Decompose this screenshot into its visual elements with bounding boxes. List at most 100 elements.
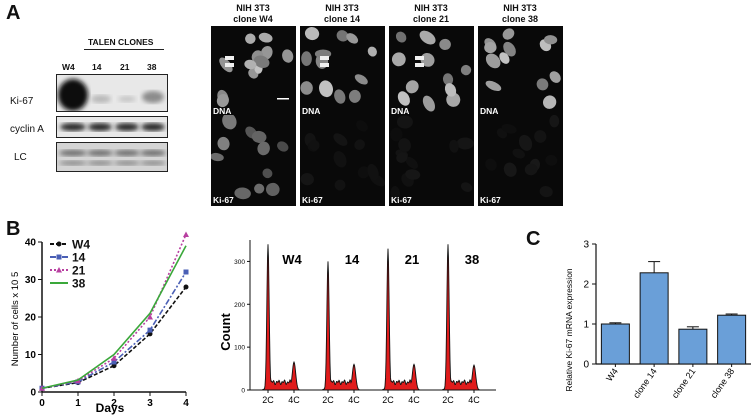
bar-category-label: W4 — [604, 366, 620, 383]
hist-series-label-38: 38 — [465, 252, 479, 267]
bar-category-label: clone 38 — [709, 366, 737, 400]
growth-point — [183, 284, 189, 290]
growth-legend-marker — [56, 241, 62, 247]
blot-row-ki67: Ki-67 — [10, 96, 34, 107]
hist-area-W4 — [254, 244, 306, 391]
bar-category-label: clone 14 — [631, 366, 659, 400]
nuclei-image — [390, 115, 474, 201]
growth-legend-marker — [56, 254, 62, 260]
ki67-mrna-bar-chart: 0 1 2 3 W4 clone 14 clone 21 clone 38 Relative… — [564, 240, 751, 400]
growth-x-tick-label: 4 — [183, 398, 189, 409]
growth-point — [111, 359, 117, 365]
cell-cycle-histograms: 0 100 200 300 W4 2C 4C 14 2C 4C 21 2C 4C 38 2C 4C Coun… — [218, 240, 496, 405]
growth-x-label: Days — [96, 401, 125, 415]
micro-tile-tag: DNA — [391, 106, 410, 116]
micro-col-title-14: NIH 3T3 clone 14 — [323, 3, 361, 24]
micro-tile-tag: DNA — [213, 106, 232, 116]
growth-x-tick-label: 0 — [39, 398, 45, 409]
hist-x-tick-label: 4C — [348, 395, 360, 405]
bar-W4 — [600, 323, 630, 365]
blot-header-line — [84, 49, 164, 50]
micro-tile-ki67-2: Ki-67 — [389, 115, 474, 206]
growth-legend-label-38: 38 — [72, 277, 86, 291]
growth-x-tick-label: 2 — [111, 398, 117, 409]
growth-y-tick-label: 20 — [25, 313, 37, 324]
growth-y-tick-label: 40 — [25, 238, 37, 249]
hist-series-label-14: 14 — [345, 252, 360, 267]
micro-tile-ki67-3: Ki-67 — [478, 115, 563, 206]
panel-letter-c: C — [526, 228, 541, 250]
blot-strip-lc — [56, 142, 168, 172]
growth-legend-label-W4: W4 — [72, 238, 90, 252]
blot-row-cyclin-a: cyclin A — [10, 124, 44, 135]
bar-y-tick-label: 1 — [583, 320, 589, 331]
hist-area-38 — [434, 244, 486, 391]
hist-x-tick-label: 2C — [442, 395, 454, 405]
hist-x-tick-label: 2C — [262, 395, 274, 405]
growth-legend-marker — [56, 267, 62, 273]
micro-tile-dna-3: DNA — [478, 26, 563, 117]
nuclei-image — [484, 28, 561, 109]
bar-y-tick-label: 0 — [583, 360, 589, 371]
blot-row-lc: LC — [14, 152, 27, 163]
micro-tile-dna-1: DNA — [300, 26, 385, 117]
growth-legend-label-14: 14 — [72, 251, 86, 265]
micro-col-title-21: NIH 3T3 clone 21 — [412, 3, 450, 24]
panel-letter-a: A — [6, 2, 21, 24]
bar-y-tick-label: 2 — [583, 280, 589, 291]
blot-header: TALEN CLONES — [88, 37, 154, 47]
hist-y-tick-label: 200 — [234, 302, 245, 309]
growth-x-tick-label: 3 — [147, 398, 153, 409]
growth-point — [183, 269, 189, 275]
blot-strip-cyclin-a — [56, 116, 168, 138]
blot-strip-ki67 — [56, 74, 168, 112]
nuclei-image — [300, 120, 385, 191]
hist-area-14 — [314, 261, 366, 391]
growth-series-line-38 — [41, 245, 187, 390]
hist-x-tick-label: 4C — [468, 395, 480, 405]
growth-y-tick-label: 0 — [30, 388, 36, 399]
growth-y-tick-label: 10 — [25, 350, 37, 361]
growth-point — [147, 327, 153, 333]
nuclei-image — [216, 32, 294, 108]
growth-series-line-14 — [41, 271, 187, 390]
micro-tile-dna-2: DNA — [389, 26, 474, 117]
bar-clone-21 — [678, 328, 708, 365]
hist-y-tick-label: 0 — [241, 388, 245, 395]
growth-y-tick-label: 30 — [25, 275, 37, 286]
hist-y-tick-label: 300 — [234, 259, 245, 266]
scale-bar — [277, 98, 289, 100]
growth-legend-label-21: 21 — [72, 264, 86, 278]
micro-tile-ki67-0: Ki-67 — [211, 115, 296, 206]
micro-tile-tag: Ki-67 — [391, 195, 412, 205]
bar-y-tick-label: 3 — [583, 240, 589, 251]
micro-tile-tag: Ki-67 — [302, 195, 323, 205]
growth-y-label: Number of cells x 10 5 — [10, 272, 21, 367]
growth-point — [183, 231, 189, 237]
nuclei-image — [485, 115, 560, 198]
hist-x-tick-label: 4C — [408, 395, 420, 405]
growth-point — [111, 355, 117, 361]
micro-tile-tag: DNA — [480, 106, 499, 116]
hist-y-tick-label: 100 — [234, 345, 245, 352]
lane-label-21: 21 — [120, 62, 130, 72]
micro-tile-tag: Ki-67 — [480, 195, 501, 205]
hist-x-tick-label: 2C — [322, 395, 334, 405]
bar-clone-38 — [717, 314, 747, 365]
micro-tile-ki67-1: Ki-67 — [300, 115, 385, 206]
micro-col-title-w4: NIH 3T3 clone W4 — [233, 3, 273, 24]
growth-x-tick-label: 1 — [75, 398, 81, 409]
micro-tile-dna-0: DNA — [211, 26, 296, 117]
bar-category-label: clone 21 — [670, 366, 698, 400]
lane-label-14: 14 — [92, 62, 102, 72]
hist-series-label-21: 21 — [405, 252, 419, 267]
hist-area-21 — [374, 248, 426, 391]
hist-x-tick-label: 2C — [382, 395, 394, 405]
hist-y-label: Count — [218, 313, 233, 351]
nuclei-image — [211, 115, 289, 200]
nuclei-image — [300, 27, 377, 104]
micro-col-title-38: NIH 3T3 clone 38 — [501, 3, 539, 24]
panel-letter-b: B — [6, 218, 21, 240]
growth-point — [147, 314, 153, 320]
hist-series-label-W4: W4 — [282, 252, 302, 267]
